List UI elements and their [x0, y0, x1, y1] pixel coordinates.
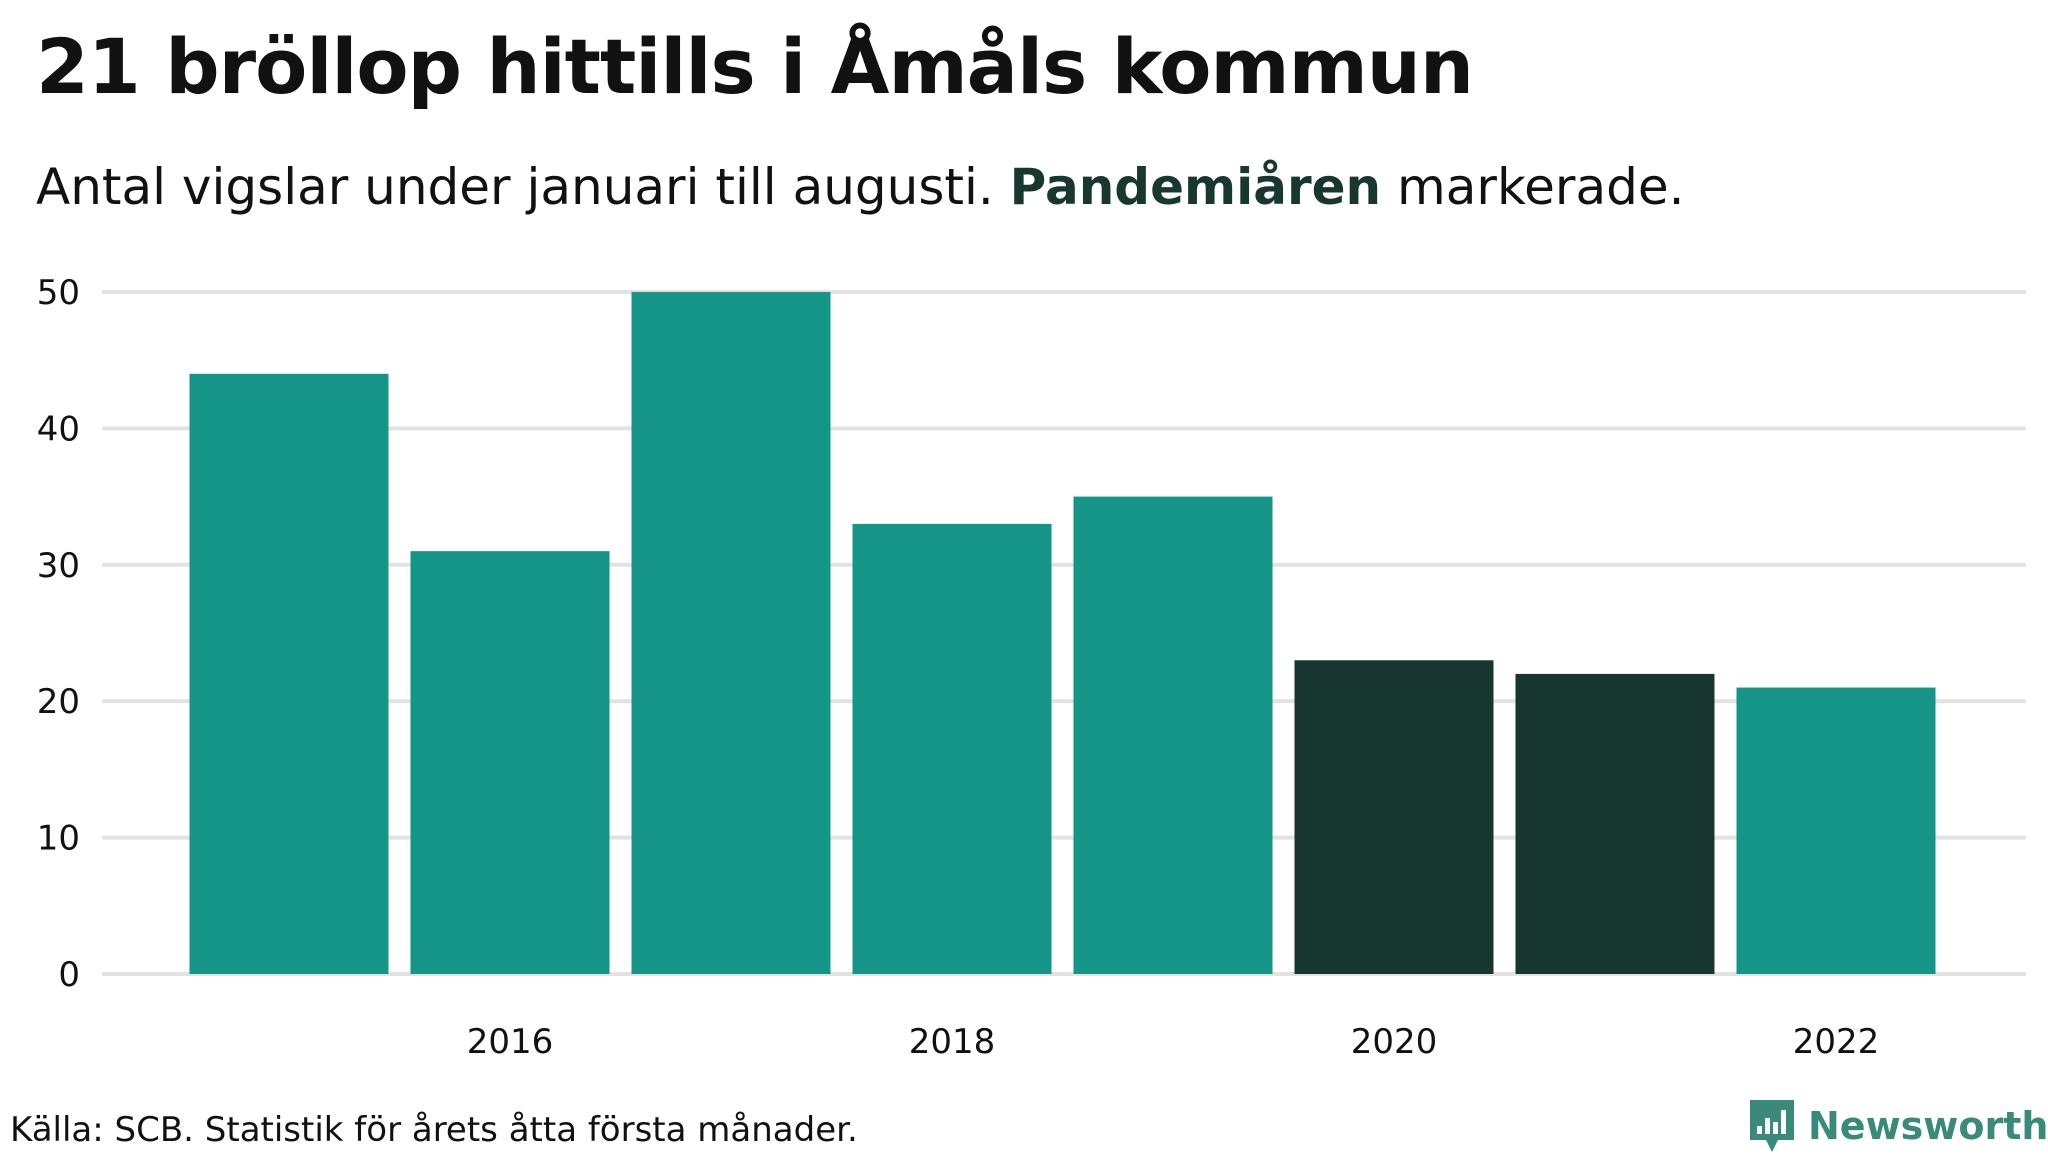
bar-2021 [1515, 673, 1715, 974]
y-tick-label: 20 [37, 682, 80, 722]
bar-2016 [410, 551, 610, 974]
bar-2017 [631, 292, 831, 974]
y-axis-ticks: 0 10 20 30 40 50 [37, 273, 80, 995]
bar-2019 [1073, 496, 1273, 974]
bar-2015 [189, 373, 389, 975]
bar-2022 [1736, 687, 1936, 974]
x-axis-ticks: 2016 2018 2020 2022 [467, 1022, 1880, 1060]
subtitle-highlight: Pandemiåren [1009, 158, 1382, 216]
bar-2018 [852, 523, 1052, 974]
y-tick-label: 10 [37, 819, 80, 859]
x-tick-label: 2022 [1793, 1022, 1880, 1060]
newsworthy-logo-icon [1750, 1100, 1794, 1152]
subtitle-text: Antal vigslar under januari till augusti… [36, 158, 1010, 216]
x-tick-label: 2016 [467, 1022, 554, 1060]
newsworthy-logo: Newsworthy [1748, 1098, 2048, 1154]
chart-subtitle: Antal vigslar under januari till augusti… [36, 158, 1684, 216]
bar-2020 [1294, 660, 1494, 974]
chart-title: 21 bröllop hittills i Åmåls kommun [36, 22, 1474, 111]
y-tick-label: 0 [58, 955, 80, 995]
bar-chart: 0 10 20 30 40 50 2016 2018 2020 2022 [37, 273, 2026, 1060]
y-tick-label: 50 [37, 273, 80, 313]
y-tick-label: 40 [37, 409, 80, 449]
bars [189, 292, 1936, 975]
x-tick-label: 2020 [1351, 1022, 1438, 1060]
newsworthy-logo-text: Newsworthy [1808, 1104, 2048, 1148]
subtitle-text-end: markerade. [1381, 158, 1685, 216]
source-note: Källa: SCB. Statistik för årets åtta för… [10, 1110, 858, 1150]
y-tick-label: 30 [37, 546, 80, 586]
x-tick-label: 2018 [909, 1022, 996, 1060]
